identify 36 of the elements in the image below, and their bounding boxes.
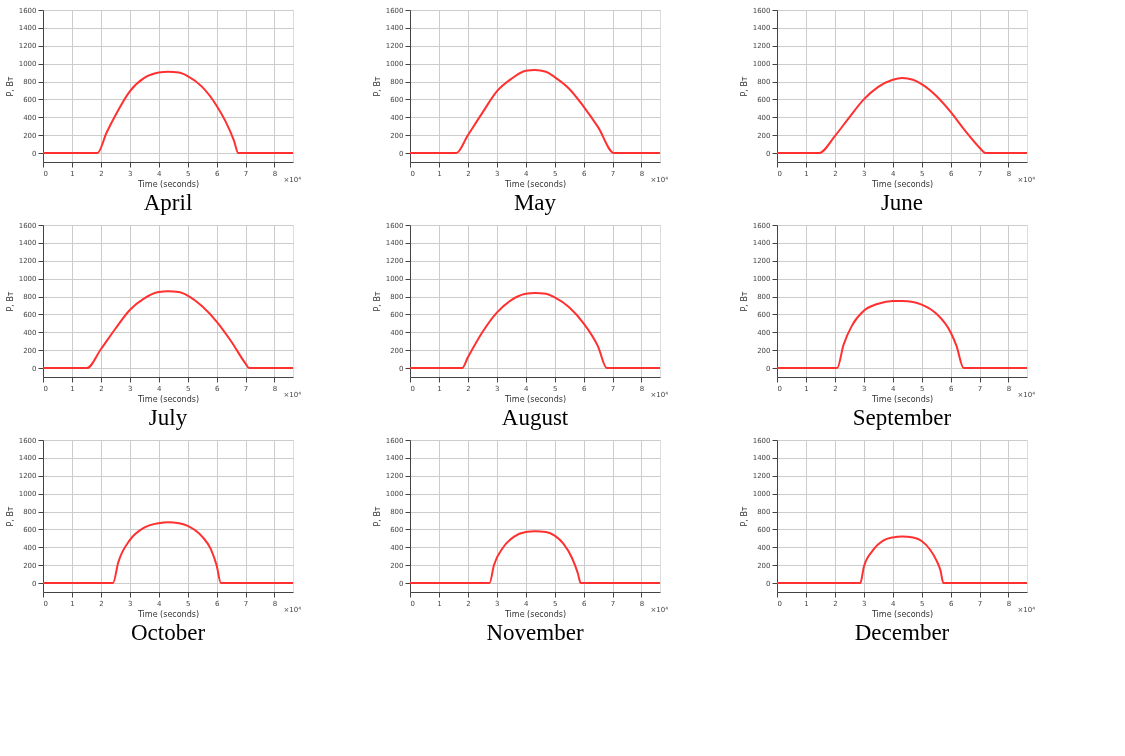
y-axis-title: P, Вт — [739, 506, 749, 527]
text: December — [854, 620, 950, 645]
text: November — [486, 620, 584, 645]
text: May — [513, 190, 557, 215]
x-axis-title: Time (seconds) — [503, 609, 567, 619]
x-axis-title: Time (seconds) — [870, 179, 934, 189]
y-axis-title: P, Вт — [5, 291, 15, 312]
x-axis-title: Time (seconds) — [870, 394, 934, 404]
line-series — [42, 70, 294, 155]
x-axis-title: Time (seconds) — [870, 609, 934, 619]
line-series — [409, 68, 661, 155]
x-axis-title: Time (seconds) — [503, 394, 567, 404]
line-series — [776, 300, 1028, 370]
y-axis-title: P, Вт — [5, 76, 15, 97]
text: July — [148, 405, 188, 430]
text: June — [880, 190, 924, 215]
line-series — [42, 521, 294, 585]
text: September — [852, 405, 952, 430]
y-axis-title: P, Вт — [739, 76, 749, 97]
x-axis-title: Time (seconds) — [136, 179, 200, 189]
y-axis-title: P, Вт — [739, 291, 749, 312]
y-axis-title: P, Вт — [372, 291, 382, 312]
text: April — [143, 190, 193, 215]
line-series — [776, 535, 1028, 585]
x-axis-title: Time (seconds) — [136, 609, 200, 619]
line-series — [409, 291, 661, 370]
y-axis-title: P, Вт — [372, 506, 382, 527]
line-series — [409, 530, 661, 585]
text: August — [501, 405, 569, 430]
text: October — [130, 620, 206, 645]
y-axis-title: P, Вт — [372, 76, 382, 97]
line-series — [776, 76, 1028, 155]
x-axis-title: Time (seconds) — [503, 179, 567, 189]
y-axis-title: P, Вт — [5, 506, 15, 527]
x-axis-title: Time (seconds) — [136, 394, 200, 404]
line-series — [42, 290, 294, 370]
